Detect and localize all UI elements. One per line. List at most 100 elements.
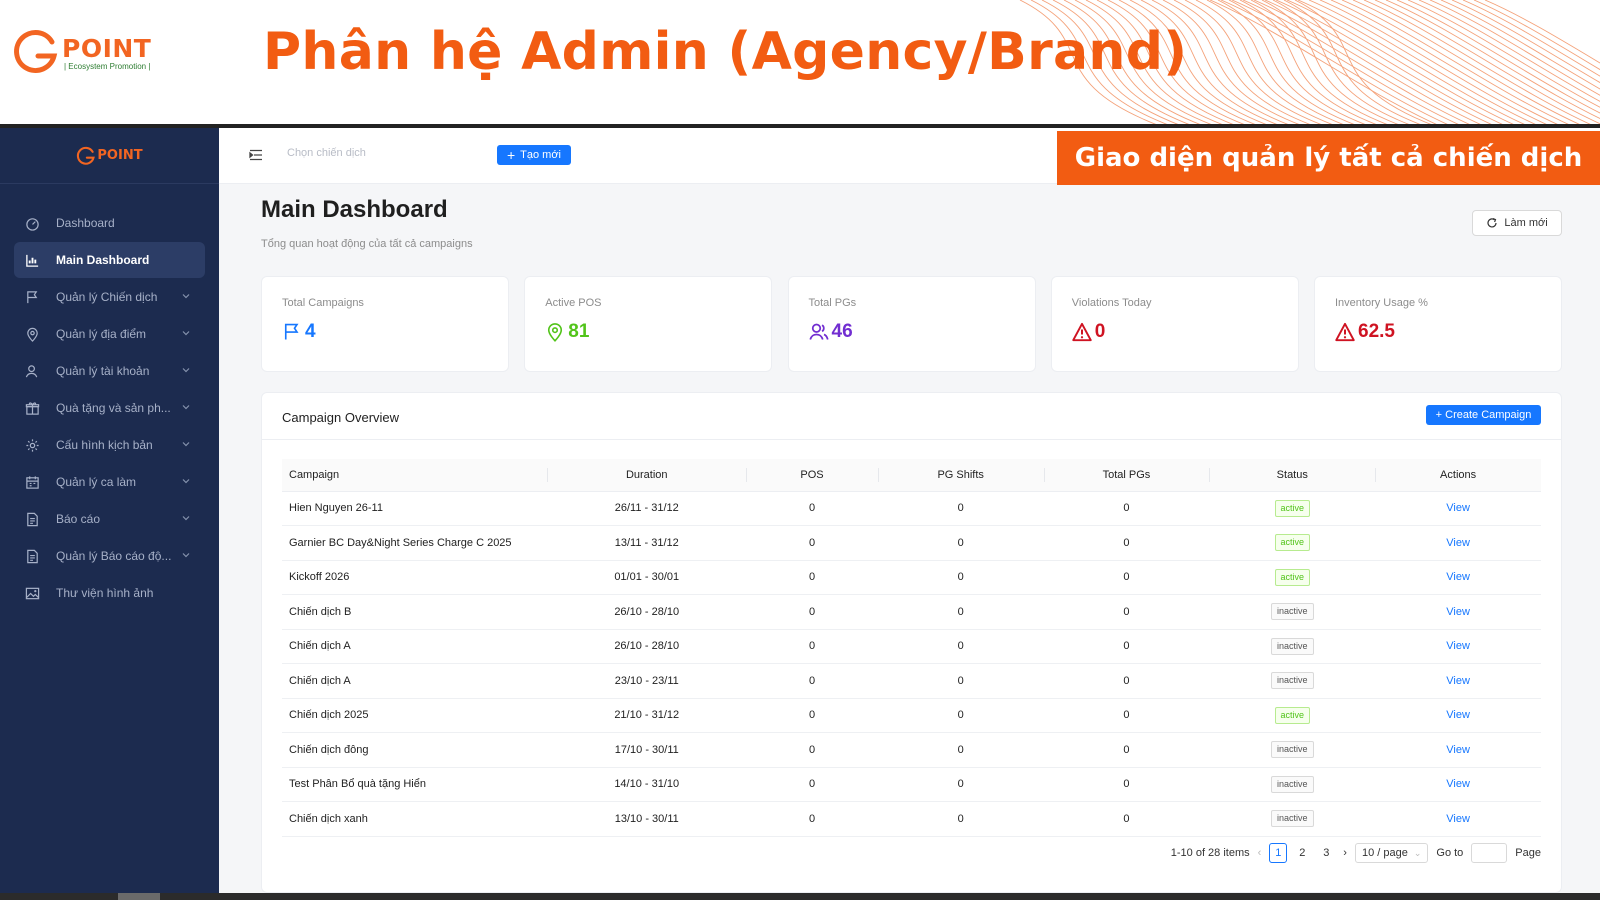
chevron-down-icon xyxy=(182,368,190,373)
sidebar-item-gear-6[interactable]: Cấu hình kịch bản xyxy=(14,427,205,463)
sidebar-icon-wrap xyxy=(24,548,40,564)
sidebar-logo[interactable]: POINT xyxy=(0,128,219,184)
goto-page-input[interactable] xyxy=(1471,843,1508,863)
wave-line xyxy=(1107,0,1529,126)
view-link[interactable]: View xyxy=(1446,571,1470,584)
table-row[interactable]: Chiến dịch đông 17/10 - 30/11 0 0 0 inactive V… xyxy=(282,732,1541,768)
warning-icon xyxy=(1335,322,1355,342)
sidebar-item-calendar-7[interactable]: Quản lý ca làm xyxy=(14,464,205,500)
refresh-label: Làm mới xyxy=(1504,217,1548,229)
next-page-icon[interactable]: › xyxy=(1343,847,1347,859)
wave-line xyxy=(1261,0,1600,126)
sidebar-item-label: Main Dashboard xyxy=(56,253,150,267)
view-link[interactable]: View xyxy=(1446,778,1470,791)
menu-fold-icon[interactable] xyxy=(249,148,263,162)
create-new-label: Tạo mới xyxy=(520,149,562,161)
campaign-duration: 23/10 - 23/11 xyxy=(547,663,747,699)
table-row[interactable]: Chiến dịch A 23/10 - 23/11 0 0 0 inactive View xyxy=(282,663,1541,699)
sidebar-item-label: Quản lý tài khoản xyxy=(56,364,150,378)
file-icon xyxy=(26,549,38,563)
page-number-1[interactable]: 1 xyxy=(1269,843,1288,863)
view-link[interactable]: View xyxy=(1446,674,1470,687)
sidebar-item-flag-2[interactable]: Quản lý Chiến dịch xyxy=(14,279,205,315)
campaign-total-pgs: 0 xyxy=(1043,629,1210,664)
table-row[interactable]: Hien Nguyen 26-11 26/11 - 31/12 0 0 0 active V… xyxy=(282,491,1541,526)
campaign-name: Hien Nguyen 26-11 xyxy=(282,491,548,526)
view-link[interactable]: View xyxy=(1446,502,1470,515)
table-row[interactable]: Chiến dịch A 26/10 - 28/10 0 0 0 inactive View xyxy=(282,629,1541,664)
wave-line xyxy=(1228,0,1600,126)
sidebar-icon-wrap xyxy=(24,511,40,527)
wave-line xyxy=(1217,0,1600,126)
sidebar-item-dashboard-0[interactable]: Dashboard xyxy=(14,205,205,241)
wave-line xyxy=(1162,0,1584,126)
page-number-2[interactable]: 2 xyxy=(1299,847,1306,859)
campaign-duration: 14/10 - 31/10 xyxy=(547,767,747,802)
page-number-3[interactable]: 3 xyxy=(1323,847,1330,859)
decorative-waves xyxy=(1019,0,1600,126)
sidebar-item-file-9[interactable]: Quản lý Báo cáo độ... xyxy=(14,538,205,574)
card-title: Campaign Overview xyxy=(282,410,400,425)
campaign-pg-shifts: 0 xyxy=(877,629,1044,664)
table-row[interactable]: Chiến dịch 2025 21/10 - 31/12 0 0 0 active Vie… xyxy=(282,698,1541,733)
image-icon xyxy=(25,587,39,599)
view-link[interactable]: View xyxy=(1446,605,1470,618)
sidebar-item-label: Cấu hình kịch bản xyxy=(56,438,153,452)
page-title: Main Dashboard xyxy=(261,196,448,223)
column-header: Duration xyxy=(547,459,747,492)
table-row[interactable]: Garnier BC Day&Night Series Charge C 202… xyxy=(282,525,1541,561)
sidebar-item-chart-1[interactable]: Main Dashboard xyxy=(14,242,205,278)
sidebar-item-location-3[interactable]: Quản lý địa điểm xyxy=(14,316,205,352)
create-campaign-button[interactable]: + Create Campaign xyxy=(1426,405,1541,425)
wave-line xyxy=(1118,0,1540,126)
prev-page-icon[interactable]: ‹ xyxy=(1257,847,1262,859)
view-link[interactable]: View xyxy=(1446,743,1470,756)
campaign-duration: 26/10 - 28/10 xyxy=(547,629,747,664)
gift-icon xyxy=(25,401,39,415)
status-badge: inactive xyxy=(1271,741,1314,759)
sidebar-icon-wrap xyxy=(24,474,40,490)
table-row[interactable]: Test Phân Bổ quà tặng Hiển 14/10 - 31/10 0… xyxy=(282,767,1541,802)
table-row[interactable]: Kickoff 2026 01/01 - 30/01 0 0 0 active View xyxy=(282,560,1541,595)
sidebar-item-image-10[interactable]: Thư viện hình ảnh xyxy=(14,575,205,611)
wave-line xyxy=(1195,0,1600,126)
refresh-button[interactable]: Làm mới xyxy=(1472,210,1562,236)
sidebar-item-gift-5[interactable]: Quà tặng và sản ph... xyxy=(14,390,205,426)
status-cell: active xyxy=(1209,698,1376,733)
view-link[interactable]: View xyxy=(1446,709,1470,722)
table-row[interactable]: Chiến dịch B 26/10 - 28/10 0 0 0 inactive View xyxy=(282,594,1541,630)
sidebar-item-user-4[interactable]: Quản lý tài khoản xyxy=(14,353,205,389)
campaign-duration: 13/10 - 30/11 xyxy=(547,801,747,837)
stat-value: 4 xyxy=(305,321,316,342)
campaign-pg-shifts: 0 xyxy=(877,560,1044,595)
stats-row: Total Campaigns 4 Active POS 81 Total PGs 46 V… xyxy=(261,276,1562,372)
stat-value: 81 xyxy=(568,321,590,342)
actions-cell: View xyxy=(1375,629,1541,664)
status-badge: active xyxy=(1274,499,1311,517)
status-cell: inactive xyxy=(1209,594,1376,630)
wave-line xyxy=(1085,0,1507,126)
column-header: Total PGs xyxy=(1043,459,1210,492)
chevron-down-icon xyxy=(182,553,190,558)
page-size-select[interactable]: 10 / page ⌄ xyxy=(1354,843,1429,863)
stat-icon-wrap xyxy=(545,322,565,342)
slide-header: POINT | Ecosystem Promotion | Phân hệ Ad… xyxy=(0,0,1600,126)
campaign-name: Chiến dịch B xyxy=(282,594,548,630)
table-header-row: Campaign Duration POS PG Shifts Total PGs Sta… xyxy=(282,459,1541,492)
view-link[interactable]: View xyxy=(1446,812,1470,825)
feature-callout: Giao diện quản lý tất cả chiến dịch xyxy=(1057,131,1600,185)
bottom-strip xyxy=(0,893,1600,900)
campaign-pos: 0 xyxy=(746,629,878,664)
campaign-select[interactable]: Chọn chiến dịch xyxy=(287,147,366,159)
view-link[interactable]: View xyxy=(1446,640,1470,653)
sidebar-item-label: Dashboard xyxy=(56,216,115,230)
table-row[interactable]: Chiến dịch xanh 13/10 - 30/11 0 0 0 inactive V… xyxy=(282,801,1541,837)
view-link[interactable]: View xyxy=(1446,536,1470,549)
sidebar-item-file-8[interactable]: Báo cáo xyxy=(14,501,205,537)
campaign-overview-card: Campaign Overview + Create Campaign Camp… xyxy=(261,392,1562,893)
wave-line xyxy=(1294,0,1600,126)
actions-cell: View xyxy=(1375,663,1541,699)
status-badge: active xyxy=(1274,568,1311,586)
stat-card: Total Campaigns 4 xyxy=(261,276,509,372)
create-new-button[interactable]: + Tạo mới xyxy=(497,145,571,165)
